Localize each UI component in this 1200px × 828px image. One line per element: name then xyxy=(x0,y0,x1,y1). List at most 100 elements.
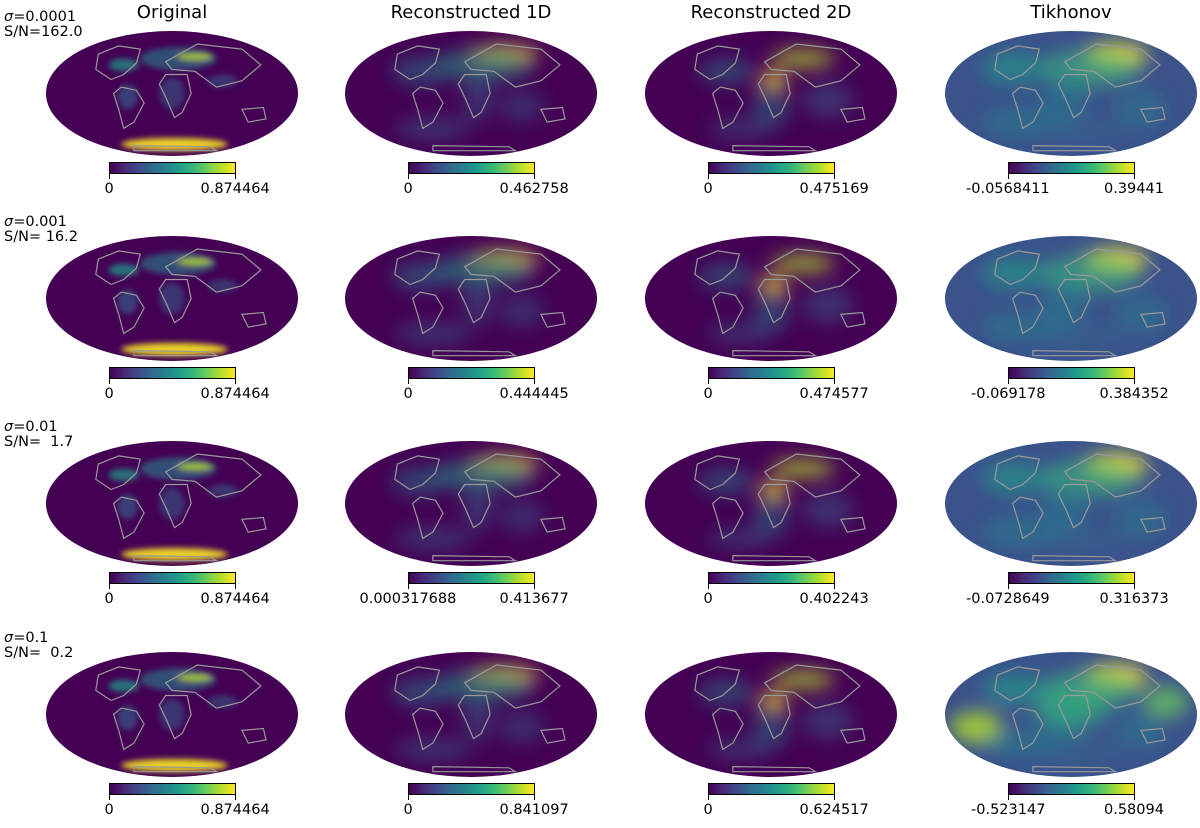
map-intensity-region xyxy=(140,252,217,276)
colorbar-tick xyxy=(1008,379,1009,384)
map-intensity-region xyxy=(982,257,1046,289)
coastline xyxy=(1032,765,1118,773)
coastline xyxy=(1057,278,1091,324)
colorbar xyxy=(408,572,535,584)
coastline xyxy=(95,666,142,702)
colorbar xyxy=(708,572,835,584)
colorbar-tick xyxy=(1134,795,1135,800)
map-intensity-region xyxy=(177,462,213,471)
coastline xyxy=(763,248,861,293)
map-intensity-region xyxy=(121,137,228,151)
colorbar-max-label: 0.874464 xyxy=(200,386,270,402)
sn-label: S/N=162.0 xyxy=(4,24,83,40)
coastline xyxy=(711,86,744,130)
colorbar-min-label: 0 xyxy=(403,386,413,402)
colorbar xyxy=(1008,783,1135,795)
sigma-symbol: σ xyxy=(4,9,14,25)
colorbar-min-label: 0 xyxy=(104,591,114,607)
colorbar xyxy=(109,162,236,174)
map-intensity-region xyxy=(121,342,228,356)
colorbar-tick xyxy=(834,584,835,589)
map-intensity-region xyxy=(751,83,791,129)
colorbar-min-label: 0 xyxy=(403,802,413,818)
coastline xyxy=(839,311,866,328)
coastline xyxy=(1011,291,1044,335)
coastline xyxy=(164,664,262,709)
map-panel xyxy=(945,31,1197,156)
coastline xyxy=(1139,516,1166,533)
colorbar xyxy=(408,162,535,174)
map-intensity-region xyxy=(432,49,535,81)
coastline xyxy=(240,727,267,744)
coastline xyxy=(711,496,744,540)
coastline xyxy=(994,45,1041,81)
colorbar-tick xyxy=(834,795,835,800)
colorbar xyxy=(408,783,535,795)
colorbar-tick xyxy=(1008,174,1009,179)
map-intensity-region xyxy=(392,262,449,291)
coastline xyxy=(763,43,861,88)
colorbar-tick xyxy=(534,795,535,800)
sn-label: S/N= 0.2 xyxy=(4,645,74,661)
colorbar-min-label: -0.0728649 xyxy=(966,591,1050,607)
colorbar-tick xyxy=(109,379,110,384)
colorbar xyxy=(1008,162,1135,174)
map-intensity-region xyxy=(982,462,1046,494)
colorbar-tick xyxy=(235,174,236,179)
coastline xyxy=(839,106,866,123)
colorbar-tick xyxy=(1134,379,1135,384)
colorbar-min-label: 0 xyxy=(703,591,713,607)
colorbar-max-label: 0.841097 xyxy=(499,802,569,818)
coastline xyxy=(1057,483,1091,529)
map-intensity-region xyxy=(1039,530,1129,554)
colorbar-max-label: 0.316373 xyxy=(1099,591,1169,607)
coastline xyxy=(411,86,444,130)
map-intensity-region xyxy=(159,698,185,731)
map-intensity-region xyxy=(394,321,471,345)
map-intensity-region xyxy=(1041,484,1088,536)
map-intensity-region xyxy=(117,83,138,110)
map-panel xyxy=(345,441,597,566)
colorbar xyxy=(109,367,236,379)
map-panel xyxy=(46,236,298,361)
map-intensity-region xyxy=(498,500,545,533)
colorbar-tick xyxy=(834,379,835,384)
map-panel xyxy=(46,441,298,566)
coastline xyxy=(539,311,566,328)
coastline xyxy=(994,666,1041,702)
map-panel xyxy=(945,441,1197,566)
coastline xyxy=(394,666,441,702)
colorbar-max-label: 0.462758 xyxy=(499,181,569,197)
colorbar-tick xyxy=(235,379,236,384)
coastline xyxy=(133,349,219,357)
coastline xyxy=(1057,73,1091,119)
map-intensity-region xyxy=(498,295,545,328)
coastline xyxy=(240,516,267,533)
colorbar-tick xyxy=(235,584,236,589)
map-intensity-region xyxy=(771,49,835,69)
colorbar-max-label: 0.413677 xyxy=(499,591,569,607)
coastline xyxy=(732,765,818,773)
colorbar-tick xyxy=(534,379,535,384)
colorbar-tick xyxy=(1134,584,1135,589)
colorbar-min-label: 0 xyxy=(104,802,114,818)
sigma-label: σ=0.001 xyxy=(4,215,78,230)
map-intensity-region xyxy=(802,492,854,528)
map-intensity-region xyxy=(159,282,185,315)
colorbar-tick xyxy=(408,584,409,589)
coastline xyxy=(539,106,566,123)
sigma-value: =0.0001 xyxy=(13,9,77,25)
coastline xyxy=(394,250,441,286)
coastline xyxy=(411,707,444,751)
map-intensity-region xyxy=(432,254,535,286)
sigma-symbol: σ xyxy=(4,419,14,435)
colorbar-max-label: 0.402243 xyxy=(799,591,869,607)
map-intensity-region xyxy=(1039,325,1129,349)
map-intensity-region xyxy=(121,547,228,561)
coastline xyxy=(1032,554,1118,562)
colorbar-tick xyxy=(109,174,110,179)
colorbar-min-label: -0.069178 xyxy=(971,386,1046,402)
map-intensity-region xyxy=(394,526,471,550)
map-intensity-region xyxy=(982,673,1046,705)
colorbar-min-label: 0.000317688 xyxy=(359,591,457,607)
